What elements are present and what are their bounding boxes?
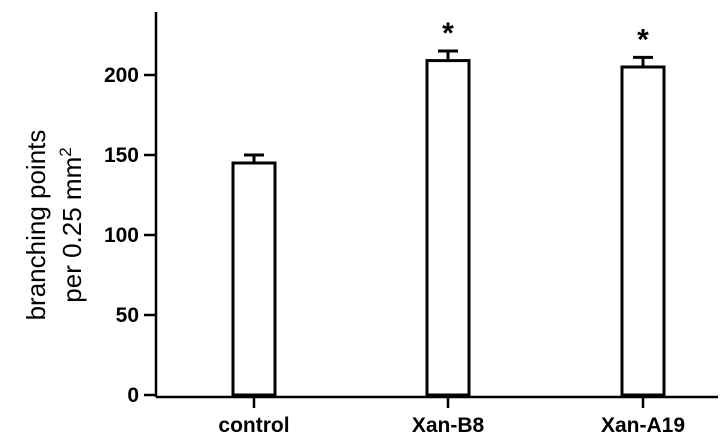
x-tick-label: Xan-B8 xyxy=(412,414,485,437)
y-axis-title-line2: per 0.25 mm2 xyxy=(56,147,87,302)
significance-star: * xyxy=(637,23,649,56)
y-axis-title-prefix: per 0.25 mm xyxy=(57,157,87,303)
x-tick-label: control xyxy=(218,414,289,437)
y-tick-label: 150 xyxy=(104,144,139,167)
y-tick-label: 50 xyxy=(116,304,139,327)
x-tick-label: Xan-A19 xyxy=(601,414,685,437)
y-axis-title-line1: branching points xyxy=(21,130,51,321)
x-ticks: control Xan-B8 Xan-A19 xyxy=(218,397,685,437)
y-tick-label: 200 xyxy=(104,64,139,87)
bar-xan-b8 xyxy=(425,59,471,397)
y-axis-title-superscript: 2 xyxy=(56,147,75,156)
bar-control xyxy=(231,161,277,397)
bars: * * xyxy=(231,17,666,397)
significance-star: * xyxy=(442,17,454,50)
bar-xan-a19 xyxy=(620,65,666,397)
y-ticks: 0 50 100 150 200 xyxy=(104,64,156,407)
y-tick-label: 100 xyxy=(104,224,139,247)
y-tick-label: 0 xyxy=(127,384,139,407)
